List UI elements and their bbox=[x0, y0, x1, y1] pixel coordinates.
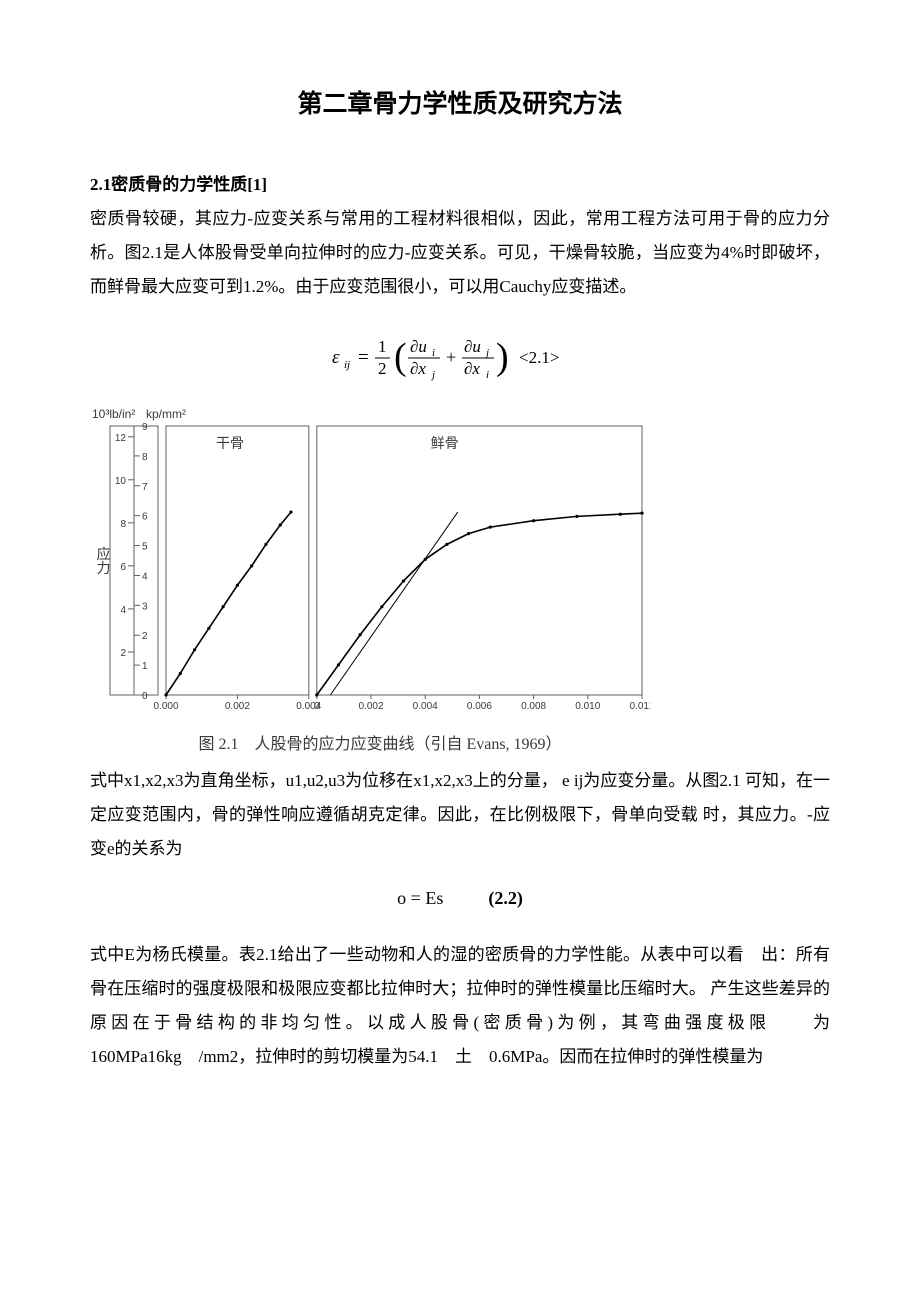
svg-text:0.008: 0.008 bbox=[521, 701, 546, 712]
svg-text:0: 0 bbox=[314, 701, 320, 712]
section-number: 2.1 bbox=[90, 175, 111, 194]
svg-text:∂u: ∂u bbox=[464, 337, 481, 356]
svg-text:10³lb/in²: 10³lb/in² bbox=[92, 407, 135, 421]
figure-2-1: 10³lb/in²kp/mm²246810120123456789应力0.000… bbox=[90, 404, 830, 764]
svg-text:8: 8 bbox=[120, 519, 126, 530]
svg-text:3: 3 bbox=[142, 601, 148, 612]
svg-text:∂x: ∂x bbox=[410, 359, 426, 378]
equation-2-1: εij=12(∂ui∂xj+∂uj∂xi)<2.1> bbox=[90, 326, 830, 386]
svg-text:应力: 应力 bbox=[95, 546, 111, 576]
svg-text:图 2.1 人股骨的应力应变曲线（引自 Evans, 196: 图 2.1 人股骨的应力应变曲线（引自 Evans, 1969） bbox=[198, 734, 561, 753]
svg-text:0.004: 0.004 bbox=[413, 701, 438, 712]
section-heading: 2.1密质骨的力学性质[1] bbox=[90, 168, 830, 202]
equation-2-2-text: o = Es bbox=[397, 888, 443, 908]
svg-text:ε: ε bbox=[332, 347, 340, 368]
svg-text:2: 2 bbox=[142, 631, 148, 642]
svg-text:10: 10 bbox=[115, 476, 127, 487]
paragraph-1: 密质骨较硬，其应力-应变关系与常用的工程材料很相似，因此，常用工程方法可用于骨的… bbox=[90, 202, 830, 304]
svg-text:2: 2 bbox=[120, 648, 126, 659]
svg-text:鲜骨: 鲜骨 bbox=[431, 436, 459, 452]
svg-text:6: 6 bbox=[142, 512, 148, 523]
svg-text:8: 8 bbox=[142, 452, 148, 463]
page-title: 第二章骨力学性质及研究方法 bbox=[90, 80, 830, 130]
svg-text:1: 1 bbox=[378, 337, 387, 356]
svg-text:5: 5 bbox=[142, 542, 148, 553]
svg-text:kp/mm²: kp/mm² bbox=[146, 407, 186, 421]
svg-text:4: 4 bbox=[142, 571, 148, 582]
svg-text:0.002: 0.002 bbox=[358, 701, 383, 712]
svg-text:0.006: 0.006 bbox=[467, 701, 492, 712]
svg-text:4: 4 bbox=[120, 605, 126, 616]
svg-text:j: j bbox=[430, 369, 435, 381]
svg-text:12: 12 bbox=[115, 433, 127, 444]
section-title: 密质骨的力学性质[1] bbox=[111, 175, 267, 194]
svg-text:2: 2 bbox=[378, 359, 387, 378]
svg-text:∂x: ∂x bbox=[464, 359, 480, 378]
paragraph-3: 式中E为杨氏模量。表2.1给出了一些动物和人的湿的密质骨的力学性能。从表中可以看… bbox=[90, 938, 830, 1074]
svg-text:0.002: 0.002 bbox=[225, 701, 250, 712]
svg-text:1: 1 bbox=[142, 661, 148, 672]
paragraph-2: 式中x1,x2,x3为直角坐标，u1,u2,u3为位移在x1,x2,x3上的分量… bbox=[90, 764, 830, 866]
svg-text:): ) bbox=[496, 336, 509, 378]
svg-text:+: + bbox=[446, 347, 456, 367]
svg-text:0.010: 0.010 bbox=[575, 701, 600, 712]
svg-text:9: 9 bbox=[142, 422, 148, 433]
svg-text:6: 6 bbox=[120, 562, 126, 573]
svg-text:7: 7 bbox=[142, 482, 148, 493]
svg-text:<2.1>: <2.1> bbox=[519, 348, 559, 367]
svg-text:0.000: 0.000 bbox=[153, 701, 178, 712]
svg-text:i: i bbox=[486, 369, 489, 381]
svg-text:(: ( bbox=[394, 336, 407, 378]
svg-text:i: i bbox=[432, 347, 435, 359]
equation-2-2-number: (2.2) bbox=[488, 888, 523, 908]
svg-text:0.012: 0.012 bbox=[629, 701, 650, 712]
svg-text:ij: ij bbox=[344, 359, 350, 371]
equation-2-2: o = Es (2.2) bbox=[90, 880, 830, 916]
svg-text:干骨: 干骨 bbox=[216, 436, 244, 452]
svg-text:∂u: ∂u bbox=[410, 337, 427, 356]
svg-text:=: = bbox=[358, 347, 369, 368]
svg-text:0: 0 bbox=[142, 691, 148, 702]
svg-text:j: j bbox=[484, 347, 489, 359]
